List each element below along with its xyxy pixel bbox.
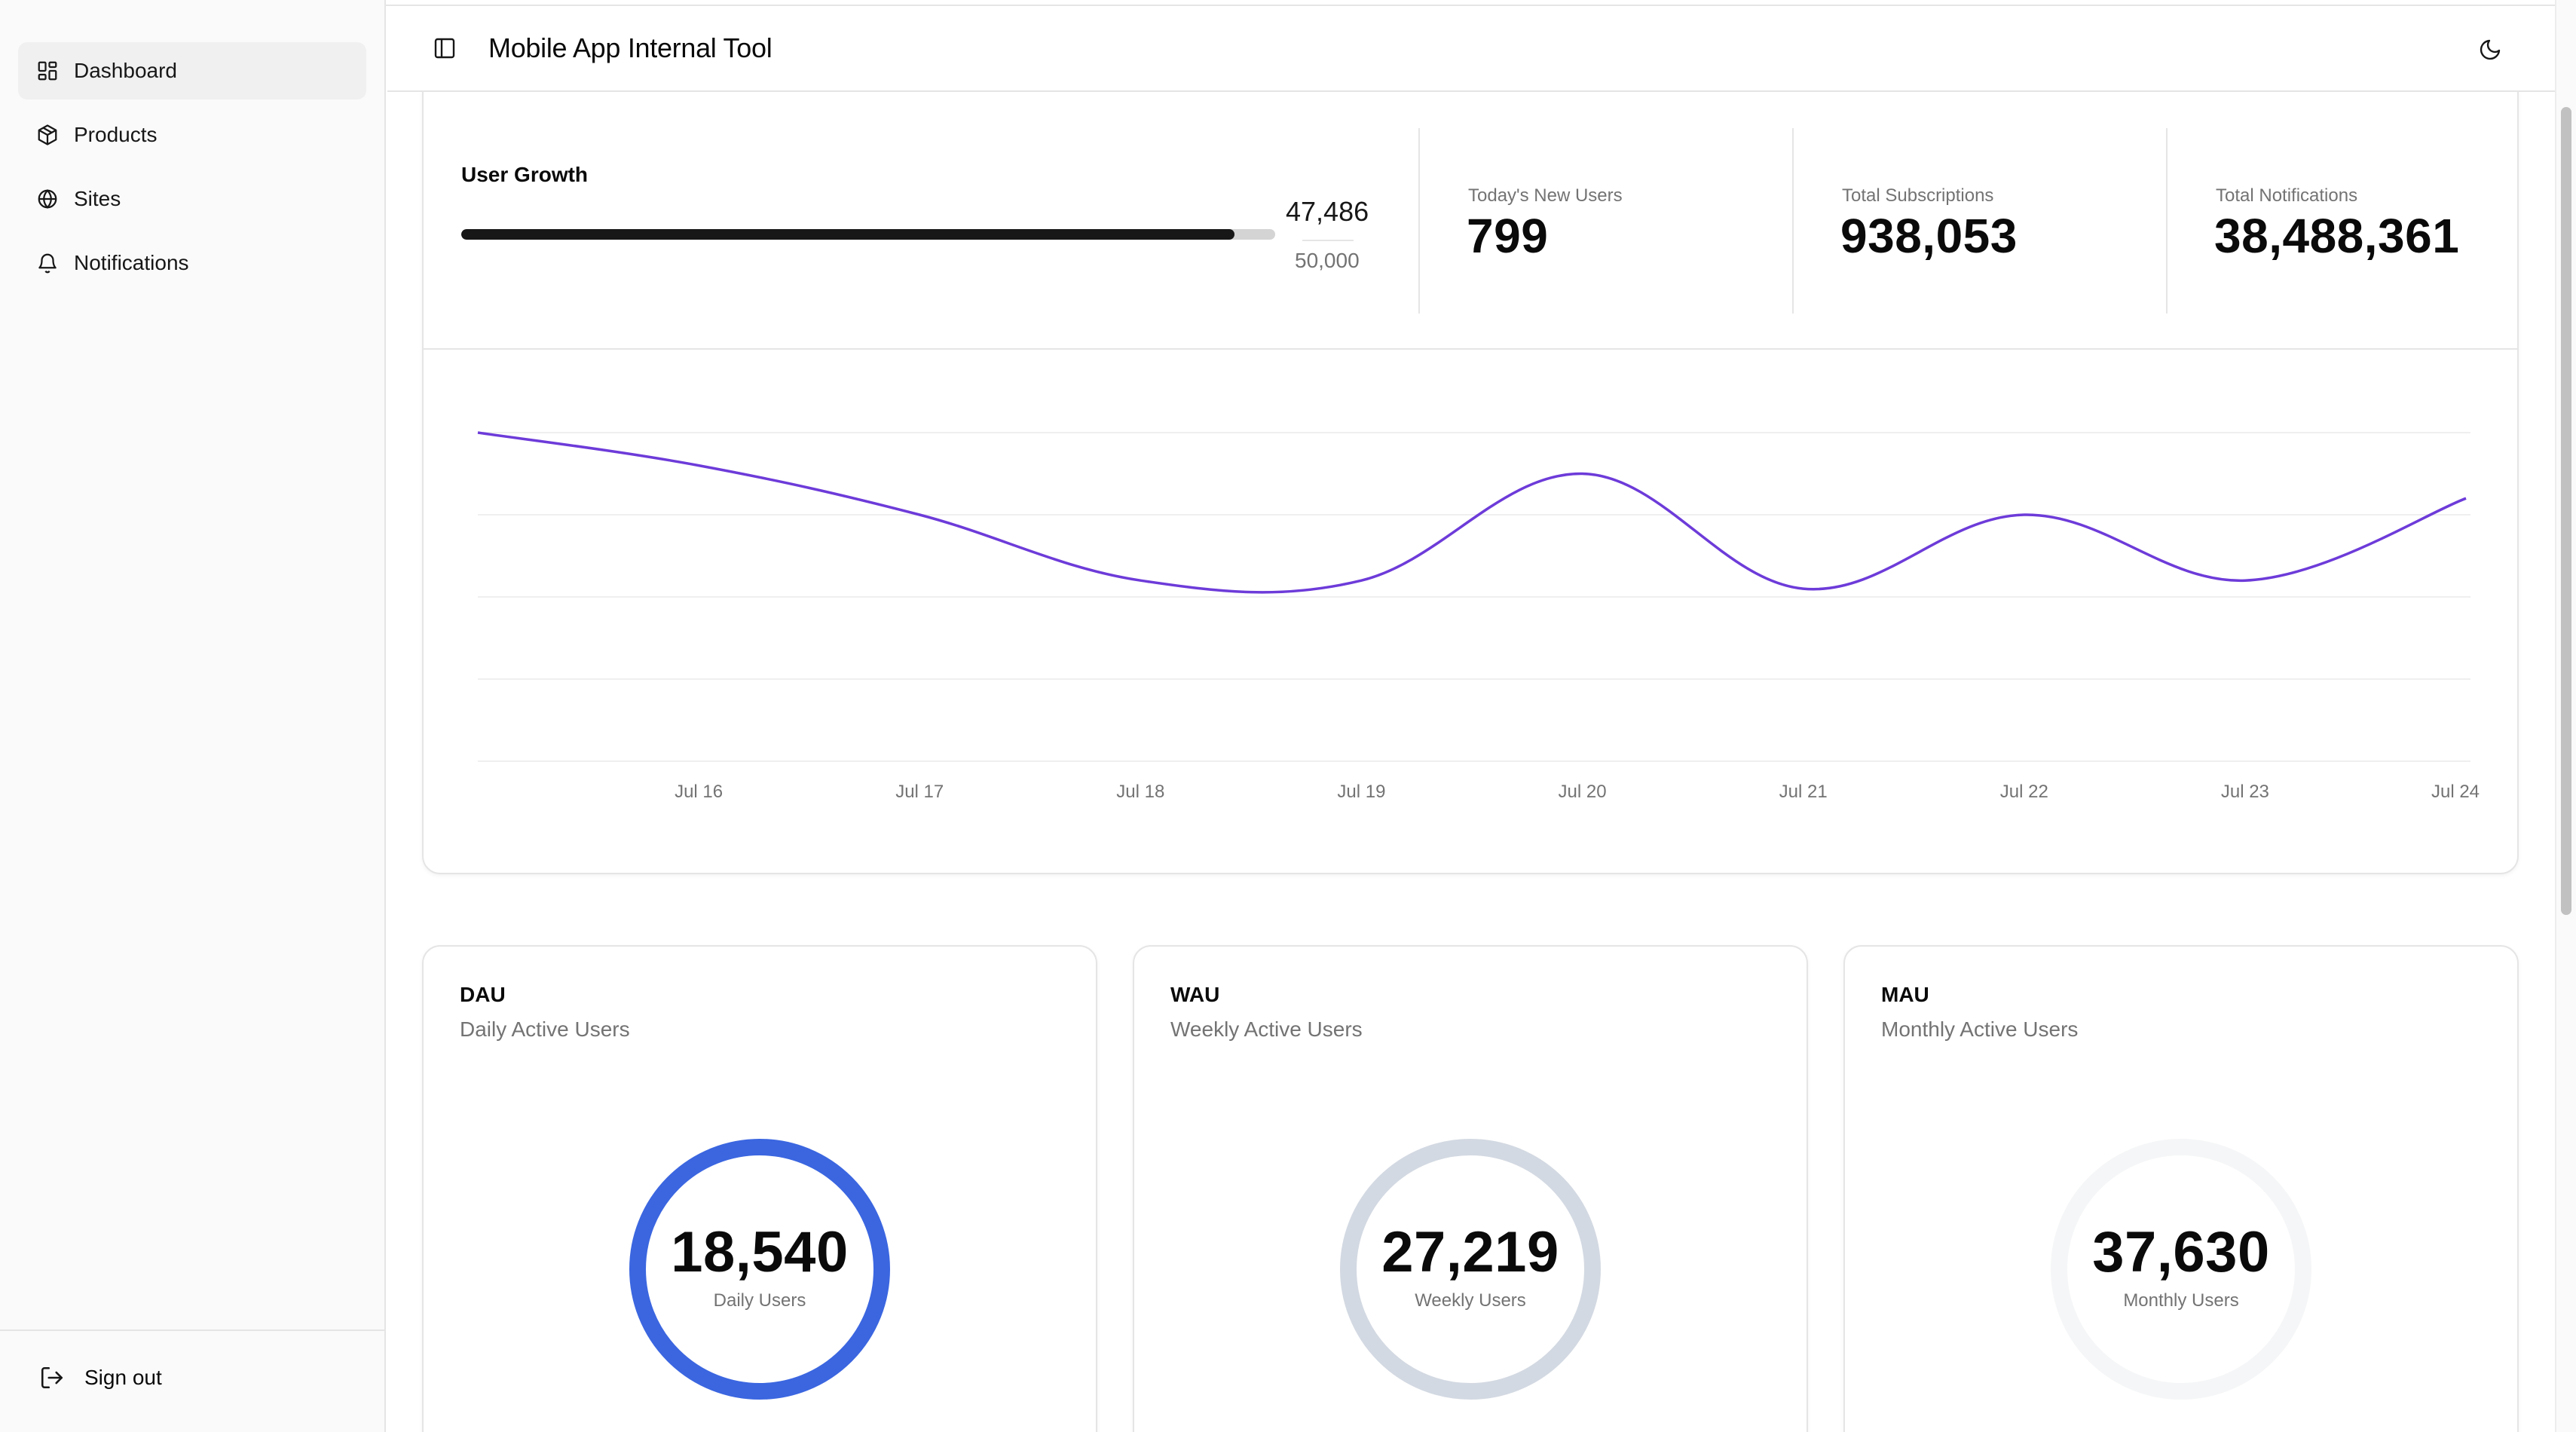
bell-icon xyxy=(38,253,57,274)
card-subtitle: Weekly Active Users xyxy=(1170,1017,1363,1041)
wau-card: WAU Weekly Active Users 27,219 Weekly Us… xyxy=(1133,945,1808,1432)
x-tick-label: Jul 20 xyxy=(1559,782,1607,802)
stat-divider xyxy=(1418,128,1420,314)
mau-value: 37,630 xyxy=(2092,1220,2270,1284)
sidebar: Dashboard Products Sites Notifications xyxy=(0,0,386,1432)
x-tick-label: Jul 17 xyxy=(895,782,944,802)
x-tick-label: Jul 21 xyxy=(1779,782,1828,802)
dau-card: DAU Daily Active Users 18,540 Daily User… xyxy=(422,945,1097,1432)
x-tick-label: Jul 22 xyxy=(2000,782,2048,802)
theme-toggle-button[interactable] xyxy=(2474,33,2507,66)
user-growth-chart: Jul 16 Jul 17 Jul 18 Jul 19 Jul 20 Jul 21 Jul … xyxy=(424,351,2517,871)
line-chart-svg: Jul 16 Jul 17 Jul 18 Jul 19 Jul 20 Jul 21 Jul … xyxy=(477,431,2480,802)
card-title: WAU xyxy=(1170,983,1220,1006)
wau-value: 27,219 xyxy=(1381,1220,1559,1284)
x-tick-label: Jul 16 xyxy=(675,782,723,802)
stat-value-subscriptions: 938,053 xyxy=(1840,209,2018,263)
user-growth-progress-fill xyxy=(461,229,1234,240)
top-border xyxy=(0,0,2576,6)
dashboard-icon xyxy=(38,61,57,81)
stat-label-new-users: Today's New Users xyxy=(1468,185,1623,206)
dau-label: Daily Users xyxy=(713,1290,806,1311)
sign-out-button[interactable]: Sign out xyxy=(39,1355,162,1400)
card-title: MAU xyxy=(1881,983,1929,1006)
user-growth-card: User Growth 47,486 50,000 Today's New Us… xyxy=(422,90,2519,874)
sidebar-item-products[interactable]: Products xyxy=(18,106,366,164)
sidebar-item-label: Notifications xyxy=(74,251,189,274)
stat-label-notifications: Total Notifications xyxy=(2216,185,2358,206)
log-out-icon xyxy=(41,1366,63,1389)
wau-ring xyxy=(1340,1139,1601,1400)
stat-divider xyxy=(1792,128,1794,314)
stat-divider xyxy=(2166,128,2168,314)
sidebar-item-label: Dashboard xyxy=(74,59,177,82)
dau-ring-chart xyxy=(629,1139,890,1400)
package-icon xyxy=(38,124,57,145)
user-growth-target: 50,000 xyxy=(1295,249,1360,272)
x-tick-label: Jul 24 xyxy=(2431,782,2480,802)
stats-row: User Growth 47,486 50,000 Today's New Us… xyxy=(424,92,2517,350)
sidebar-item-sites[interactable]: Sites xyxy=(18,170,366,228)
scrollbar-thumb[interactable] xyxy=(2561,107,2571,915)
globe-icon xyxy=(38,189,57,209)
sign-out-label: Sign out xyxy=(84,1366,162,1389)
user-growth-divider xyxy=(1302,240,1354,241)
wau-label: Weekly Users xyxy=(1415,1290,1526,1311)
card-subtitle: Daily Active Users xyxy=(460,1017,630,1041)
sidebar-item-label: Sites xyxy=(74,187,121,210)
top-header: Mobile App Internal Tool xyxy=(387,6,2555,92)
stat-label-subscriptions: Total Subscriptions xyxy=(1842,185,1994,206)
page-title: Mobile App Internal Tool xyxy=(488,32,772,63)
series-line xyxy=(477,431,2467,594)
x-tick-label: Jul 23 xyxy=(2221,782,2269,802)
user-growth-title: User Growth xyxy=(461,163,589,186)
x-tick-label: Jul 18 xyxy=(1116,782,1164,802)
user-growth-value: 47,486 xyxy=(1286,196,1369,227)
user-growth-progress-bar xyxy=(461,229,1275,240)
sidebar-toggle-button[interactable] xyxy=(430,33,460,63)
sidebar-item-dashboard[interactable]: Dashboard xyxy=(18,42,366,99)
stat-value-notifications: 38,488,361 xyxy=(2214,209,2460,263)
sidebar-toggle-icon xyxy=(434,38,455,59)
mau-label: Monthly Users xyxy=(2123,1290,2239,1311)
sidebar-nav: Dashboard Products Sites Notifications xyxy=(18,42,366,298)
stat-value-new-users: 799 xyxy=(1467,209,1549,263)
dau-ring xyxy=(629,1139,890,1400)
sidebar-footer: Sign out xyxy=(0,1329,384,1432)
moon-icon xyxy=(2480,39,2501,60)
x-tick-label: Jul 19 xyxy=(1337,782,1385,802)
sidebar-item-label: Products xyxy=(74,123,158,146)
card-subtitle: Monthly Active Users xyxy=(1881,1017,2079,1041)
dau-value: 18,540 xyxy=(671,1220,849,1284)
card-title: DAU xyxy=(460,983,506,1006)
mau-ring xyxy=(2051,1139,2311,1400)
wau-ring-chart xyxy=(1340,1139,1601,1400)
mau-ring-chart xyxy=(2051,1139,2311,1400)
mau-card: MAU Monthly Active Users 37,630 Monthly … xyxy=(1843,945,2519,1432)
sidebar-item-notifications[interactable]: Notifications xyxy=(18,234,366,292)
